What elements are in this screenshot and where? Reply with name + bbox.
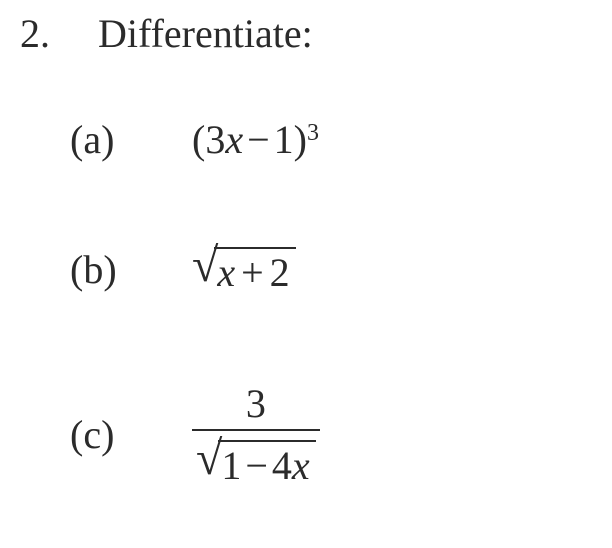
fraction: 3 √ 1−4x bbox=[192, 380, 320, 489]
part-a-expression: (3x−1)3 bbox=[192, 116, 319, 163]
lparen: ( bbox=[192, 116, 205, 163]
part-c-label: (c) bbox=[70, 411, 180, 458]
question-title: Differentiate: bbox=[98, 10, 313, 57]
op-minus: − bbox=[241, 443, 272, 488]
const: 1 bbox=[274, 116, 294, 163]
exponent: 3 bbox=[307, 120, 319, 147]
var-x: x bbox=[217, 250, 235, 295]
part-b-label: (b) bbox=[70, 246, 180, 293]
part-b: (b) √ x+2 bbox=[70, 242, 296, 296]
var-x: x bbox=[225, 116, 243, 163]
coef: 3 bbox=[205, 116, 225, 163]
part-a-label: (a) bbox=[70, 116, 180, 163]
part-b-expression: √ x+2 bbox=[192, 242, 296, 296]
sqrt: √ x+2 bbox=[192, 242, 296, 296]
op-plus: + bbox=[235, 250, 270, 295]
denominator: √ 1−4x bbox=[192, 429, 320, 489]
coef: 4 bbox=[272, 443, 292, 488]
const: 2 bbox=[270, 250, 290, 295]
part-c-expression: 3 √ 1−4x bbox=[192, 380, 320, 489]
numerator: 3 bbox=[242, 380, 270, 429]
rparen: ) bbox=[294, 116, 307, 163]
var-x: x bbox=[292, 443, 310, 488]
op-minus: − bbox=[243, 116, 274, 163]
question-number: 2. bbox=[20, 10, 50, 57]
const1: 1 bbox=[221, 443, 241, 488]
part-a: (a) (3x−1)3 bbox=[70, 116, 319, 163]
radicand: 1−4x bbox=[218, 440, 315, 489]
part-c: (c) 3 √ 1−4x bbox=[70, 380, 320, 489]
radicand: x+2 bbox=[214, 247, 295, 296]
sqrt: √ 1−4x bbox=[196, 435, 316, 489]
